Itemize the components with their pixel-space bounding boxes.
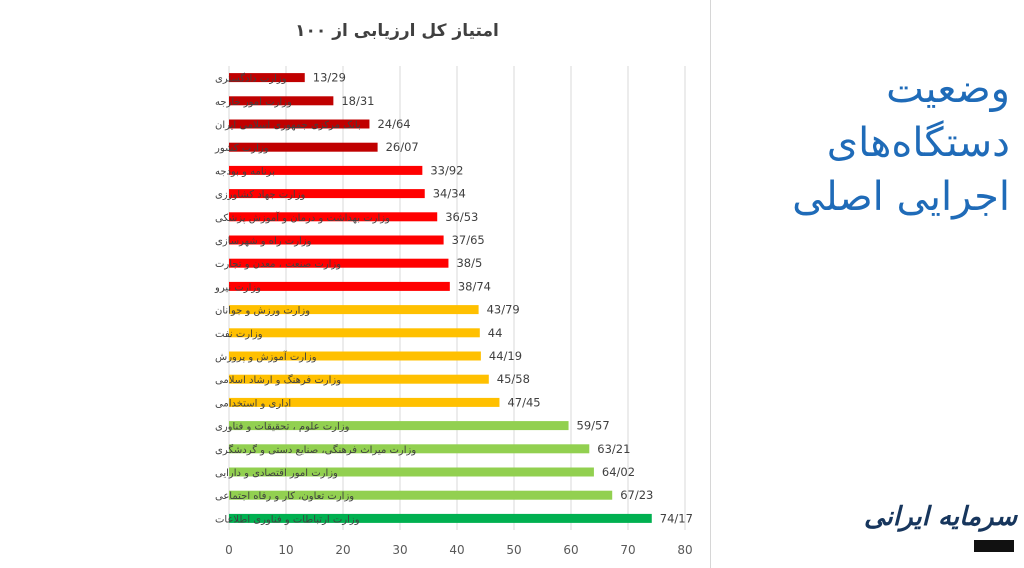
bar <box>229 490 613 500</box>
bar <box>229 444 590 454</box>
chart-title: امتیاز کل ارزیابی از ۱۰۰ <box>295 21 499 41</box>
data-label: 63/21 <box>597 442 630 456</box>
data-label: 44/19 <box>489 349 522 363</box>
bar <box>229 165 423 175</box>
bar <box>229 258 449 268</box>
x-tick-label: 10 <box>278 543 293 557</box>
bar <box>229 281 450 291</box>
bar <box>229 328 480 338</box>
bar <box>229 421 569 431</box>
x-tick-label: 20 <box>335 543 350 557</box>
category-label: وزارت دادگستری <box>215 73 287 85</box>
data-label: 24/64 <box>377 117 410 131</box>
x-tick-label: 40 <box>449 543 464 557</box>
category-label: وزارت فرهنگ و ارشاد اسلامی <box>215 374 341 386</box>
bar <box>229 305 479 315</box>
data-label: 26/07 <box>386 140 419 154</box>
category-label: وزارت راه و شهرسازی <box>215 236 312 247</box>
category-label: وزارت میراث فرهنگی، صنایع دستی و گردشگری <box>215 444 416 456</box>
data-label: 37/65 <box>452 233 485 247</box>
category-label: وزارت آموزش و پرورش <box>215 350 317 363</box>
category-label: وزارت نیرو <box>214 282 261 293</box>
data-label: 38/74 <box>458 279 491 293</box>
side-title-line-1: وضعیت <box>886 66 1010 112</box>
side-title-line-3: اجرایی اصلی <box>792 174 1010 220</box>
sarmaye-irani-logo: سرمایه ایرانی <box>864 496 1018 556</box>
category-label: بانک مرکزی جمهوری اسلامی ایران <box>215 120 361 131</box>
category-label: اداری و استخدامی <box>215 398 291 409</box>
data-label: 44 <box>488 326 503 340</box>
bar <box>229 513 652 523</box>
logo-box <box>974 540 1014 552</box>
bar <box>229 374 489 384</box>
data-label: 33/92 <box>430 163 463 177</box>
vertical-divider <box>710 0 711 568</box>
data-label: 36/53 <box>445 210 478 224</box>
bar <box>229 189 425 199</box>
data-label: 67/23 <box>620 488 653 502</box>
evaluation-bar-chart: امتیاز کل ارزیابی از ۱۰۰ 0 10 20 30 40 50 60 70 8… <box>214 21 693 557</box>
data-label: 59/57 <box>577 419 610 433</box>
bar <box>229 397 500 407</box>
x-tick-label: 80 <box>677 543 692 557</box>
x-tick-label: 70 <box>620 543 635 557</box>
category-label: وزارت امور اقتصادی و دارایی <box>215 468 338 479</box>
data-label: 18/31 <box>341 94 374 108</box>
data-label: 34/34 <box>433 187 466 201</box>
bar <box>229 235 444 245</box>
data-label: 47/45 <box>507 395 540 409</box>
x-tick-label: 50 <box>506 543 521 557</box>
data-label: 74/17 <box>660 511 693 525</box>
data-label: 13/29 <box>313 71 346 85</box>
category-label: برنامه و بودجه <box>215 166 275 177</box>
bar <box>229 467 594 477</box>
category-label: وزارت نفت <box>215 329 263 340</box>
category-label: وزارت کشور <box>214 143 269 154</box>
category-label: وزارت بهداشت و درمان و آموزش پزشکی <box>215 211 390 224</box>
data-label: 43/79 <box>487 303 520 317</box>
bar <box>229 142 378 152</box>
category-label: وزارت امور خارجه <box>215 97 292 108</box>
category-label: وزارت تعاون، کار و رفاه اجتماعی <box>215 491 354 502</box>
bar <box>229 96 334 106</box>
bar <box>229 73 305 83</box>
logo-text: سرمایه ایرانی <box>864 502 1018 532</box>
bar <box>229 212 438 222</box>
category-label: وزارت ارتباطات و فناوری اطلاعات <box>215 514 360 525</box>
category-label: وزارت جهاد کشاورزی <box>215 190 306 201</box>
category-label: وزارت صنعت ، معدن و تجارت <box>215 259 341 270</box>
category-label: وزارت ورزش و جوانان <box>215 306 310 317</box>
x-tick-label: 60 <box>563 543 578 557</box>
side-title-line-2: دستگاه‌های <box>826 120 1010 166</box>
data-label: 45/58 <box>497 372 530 386</box>
bar <box>229 351 481 361</box>
x-tick-label: 30 <box>392 543 407 557</box>
x-tick-label: 0 <box>225 543 233 557</box>
side-title: وضعیت دستگاه‌های اجرایی اصلی <box>710 62 1010 224</box>
bar <box>229 119 370 129</box>
category-label: وزارت علوم ، تحقیقات و فناوری <box>215 422 350 433</box>
data-label: 38/5 <box>456 256 482 270</box>
data-label: 64/02 <box>602 465 635 479</box>
